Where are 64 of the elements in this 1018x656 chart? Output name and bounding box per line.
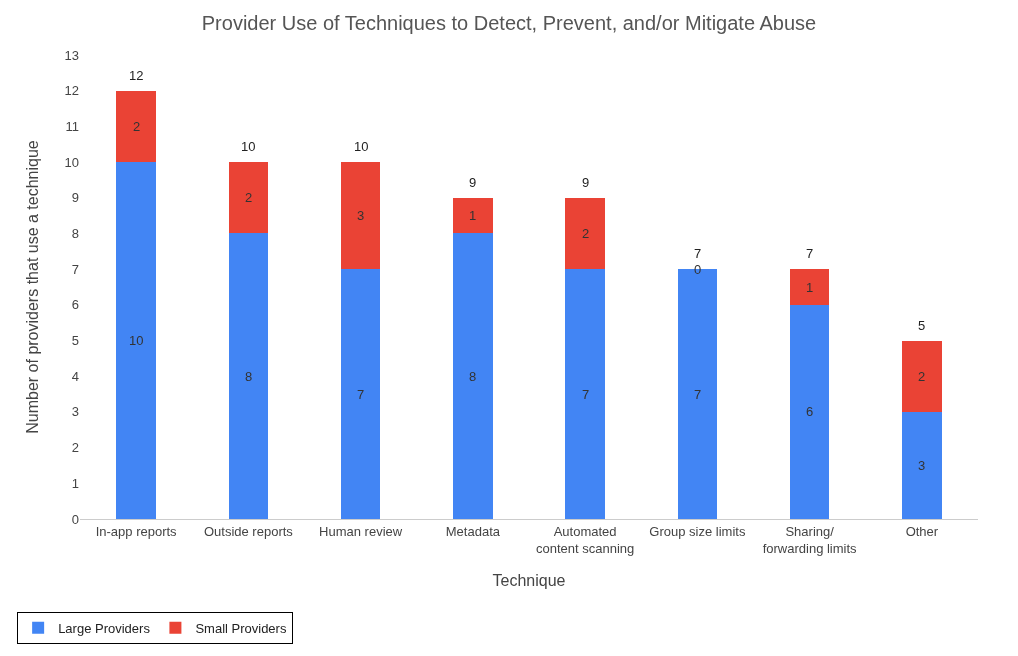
x-tick-label: Automated content scanning bbox=[535, 523, 635, 556]
x-tick-label: Sharing/ forwarding limits bbox=[762, 523, 858, 556]
y-tick-label: 10 bbox=[64, 154, 79, 170]
x-tick-label: Other bbox=[905, 523, 939, 539]
x-tick-label: Group size limits bbox=[649, 523, 746, 539]
data-label: 3 bbox=[918, 458, 926, 473]
x-tick-label: Metadata bbox=[445, 523, 501, 539]
data-label: 7 bbox=[694, 387, 702, 402]
bar bbox=[340, 162, 381, 270]
bar bbox=[789, 304, 830, 519]
x-tick-label: In-app reports bbox=[95, 523, 178, 539]
total-label: 10 bbox=[354, 139, 369, 154]
bar bbox=[902, 340, 942, 412]
bar bbox=[565, 197, 605, 270]
y-tick-label: 12 bbox=[64, 83, 79, 99]
y-tick-label: 4 bbox=[71, 368, 79, 384]
y-tick-label: 8 bbox=[71, 226, 79, 242]
total-label: 10 bbox=[241, 139, 256, 154]
data-label: 1 bbox=[469, 208, 477, 223]
data-label: 2 bbox=[918, 369, 926, 384]
y-tick-label: 1 bbox=[71, 475, 79, 491]
x-tick-label: Human review bbox=[319, 523, 403, 539]
bar bbox=[902, 411, 942, 519]
y-tick-label: 2 bbox=[71, 440, 79, 456]
x-axis-title: Technique bbox=[492, 572, 566, 590]
y-tick-label: 9 bbox=[71, 190, 79, 206]
total-label: 7 bbox=[694, 246, 702, 261]
y-axis-title: Number of providers that use a technique bbox=[24, 140, 41, 434]
y-tick-label: 6 bbox=[71, 297, 79, 313]
data-label: 3 bbox=[357, 208, 365, 223]
bar bbox=[453, 197, 493, 234]
y-tick-label: 3 bbox=[71, 404, 79, 420]
bar bbox=[565, 269, 605, 519]
data-label: 7 bbox=[582, 387, 590, 402]
total-label: 9 bbox=[582, 175, 590, 190]
bar bbox=[789, 269, 830, 305]
total-label: 5 bbox=[918, 318, 926, 333]
data-label: 2 bbox=[582, 226, 590, 241]
data-label: 1 bbox=[806, 280, 814, 295]
data-label: 10 bbox=[129, 333, 144, 348]
data-label: 8 bbox=[469, 369, 477, 384]
y-tick-label: 7 bbox=[71, 261, 79, 277]
legend-label: Large Providers bbox=[58, 620, 151, 636]
y-tick-label: 11 bbox=[65, 118, 79, 134]
bar bbox=[228, 162, 269, 234]
x-tick-label: Outside reports bbox=[203, 523, 294, 539]
data-label: 2 bbox=[245, 190, 253, 205]
total-label: 9 bbox=[469, 175, 477, 190]
data-label: 6 bbox=[806, 404, 814, 419]
bar bbox=[453, 233, 493, 519]
y-tick-label: 5 bbox=[71, 333, 79, 349]
bar bbox=[116, 90, 156, 163]
y-tick-label: 13 bbox=[64, 47, 79, 63]
bar bbox=[116, 162, 156, 519]
data-label: 2 bbox=[133, 119, 141, 134]
total-label: 7 bbox=[806, 246, 814, 261]
data-label: 8 bbox=[245, 369, 253, 384]
y-tick-label: 0 bbox=[71, 511, 79, 527]
data-label: 7 bbox=[357, 387, 365, 402]
legend-label: Small Providers bbox=[195, 620, 287, 636]
bar bbox=[340, 269, 381, 519]
chart-title: Provider Use of Techniques to Detect, Prevent, and/or Mitigate Abuse bbox=[201, 12, 817, 35]
total-label: 12 bbox=[129, 68, 144, 83]
bar bbox=[228, 233, 269, 519]
